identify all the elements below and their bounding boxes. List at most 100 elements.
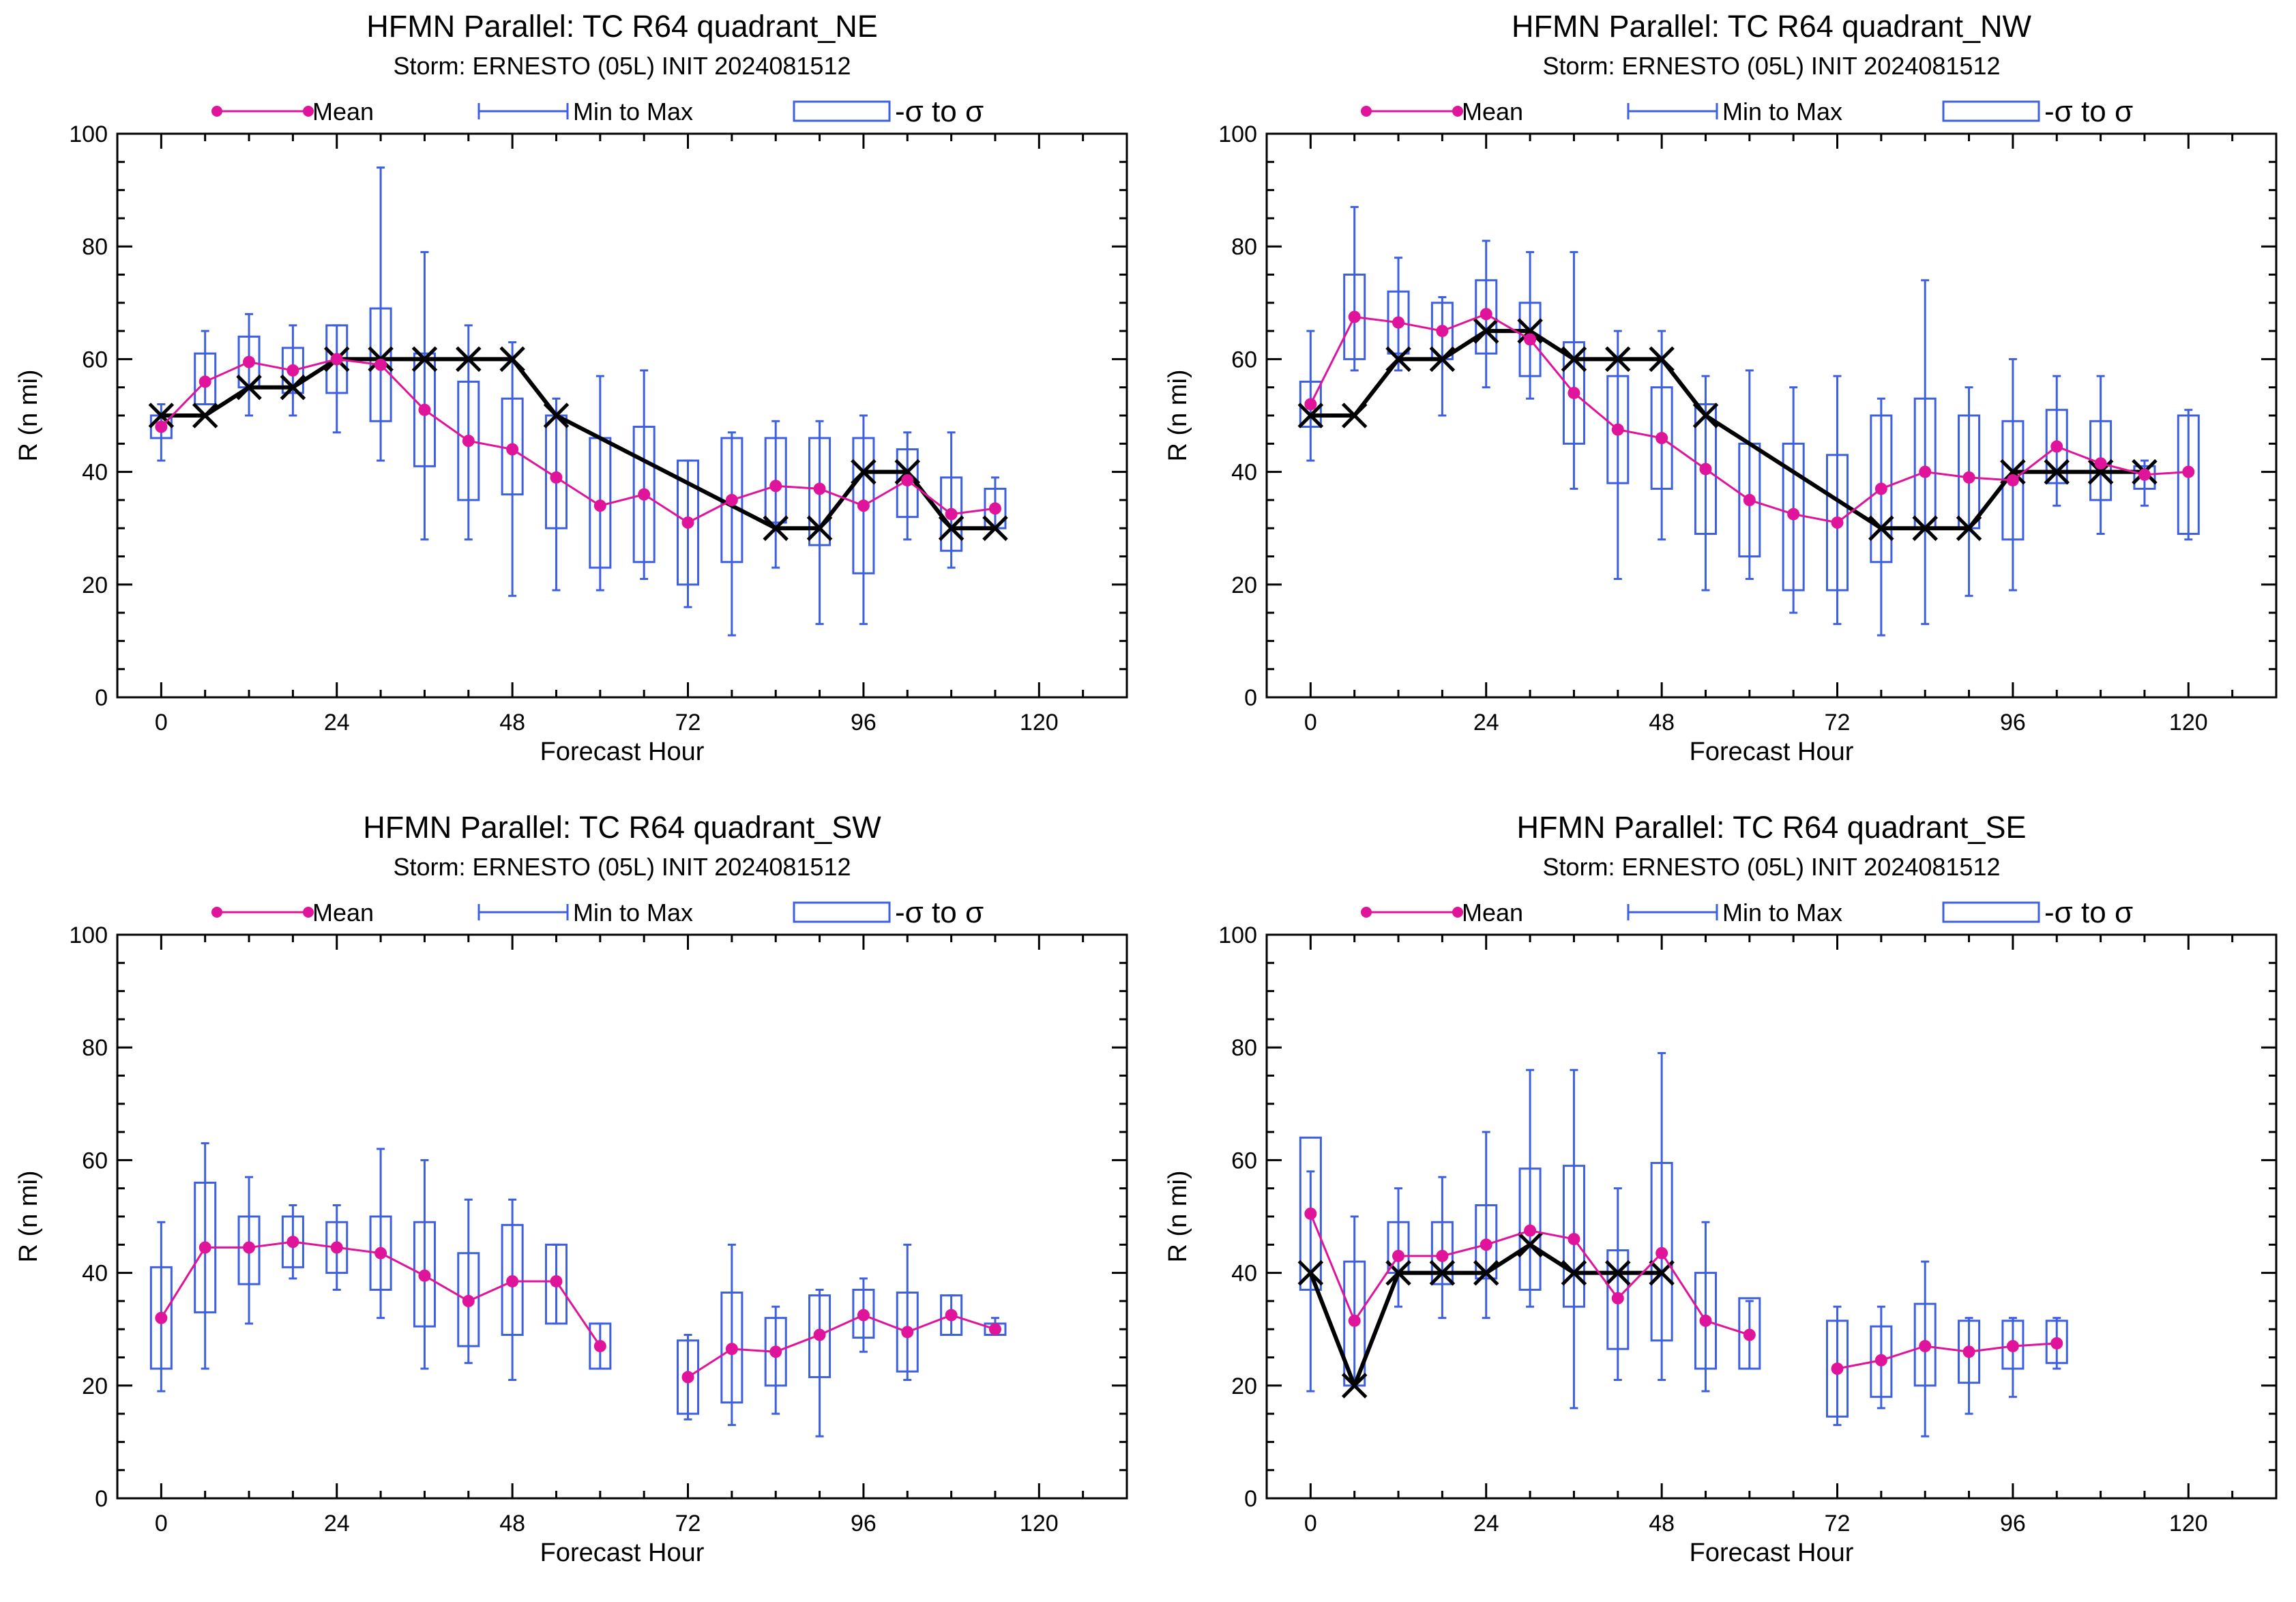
chart-title: HFMN Parallel: TC R64 quadrant_SE — [1517, 810, 2027, 845]
box-whisker — [1650, 1051, 1673, 1382]
box-whisker — [764, 1305, 787, 1415]
chart-title: HFMN Parallel: TC R64 quadrant_NW — [1512, 9, 2031, 44]
mean-point — [593, 499, 606, 512]
mean-point — [1568, 386, 1580, 399]
mean-point — [2182, 465, 2195, 478]
best-track-marker — [894, 458, 921, 485]
mean-point — [1524, 333, 1537, 346]
mean-point — [1524, 1224, 1537, 1237]
mean-point — [550, 1275, 563, 1287]
sigma-box — [1343, 274, 1366, 360]
best-track-marker-stroke — [1692, 403, 1719, 428]
mean-point — [813, 1328, 826, 1341]
best-track-marker-stroke — [1605, 1259, 1631, 1286]
y-tick-label: 80 — [82, 1035, 108, 1061]
mean-point — [374, 1247, 387, 1259]
mean-point — [1655, 1247, 1668, 1259]
box-whisker — [720, 1243, 744, 1427]
sigma-box — [677, 459, 700, 586]
sigma-box — [413, 1221, 436, 1328]
mean-point — [1874, 482, 1887, 495]
box-whisker — [808, 1288, 831, 1438]
best-track-marker — [236, 374, 262, 400]
y-tick-label: 60 — [82, 347, 108, 373]
sigma-box — [852, 437, 875, 574]
mean-point — [2006, 1339, 2019, 1352]
legend-label-mean: Mean — [312, 899, 374, 927]
box-whisker — [940, 431, 963, 569]
best-track-marker-stroke — [1868, 515, 1894, 541]
best-track-marker — [192, 403, 218, 428]
mean-point — [1392, 1249, 1405, 1262]
mean-point — [462, 435, 475, 448]
chart-title: HFMN Parallel: TC R64 quadrant_NE — [366, 9, 877, 44]
box-whisker — [1958, 1317, 1981, 1415]
sigma-box — [544, 1243, 568, 1325]
sigma-box — [281, 347, 304, 394]
box-whisker — [2001, 1317, 2025, 1398]
best-track-marker — [543, 403, 570, 428]
mean-point — [286, 364, 299, 377]
box-whisker — [589, 375, 612, 592]
sigma-box — [237, 1215, 261, 1285]
best-track-marker — [1341, 1373, 1368, 1399]
best-track-marker-stroke — [1473, 318, 1499, 344]
box-whisker — [2133, 459, 2156, 507]
mean-point — [1962, 1345, 1975, 1358]
legend-mean-marker — [1452, 106, 1463, 117]
mean-point — [506, 1275, 519, 1287]
mean-line — [687, 1313, 996, 1378]
mean-point — [1699, 1314, 1712, 1327]
legend: Mean Min to Max -σ to σ — [1361, 95, 2133, 128]
mean-point — [1874, 1354, 1887, 1367]
y-axis-label: R (n mi) — [14, 1170, 43, 1262]
y-tick-label: 60 — [82, 1148, 108, 1174]
mean-point — [1392, 316, 1405, 329]
x-tick-label: 24 — [1473, 710, 1499, 736]
best-track-marker — [1517, 318, 1543, 344]
plot-frame — [1265, 933, 2278, 1500]
y-tick-label: 80 — [82, 234, 108, 260]
best-track-marker — [1297, 1259, 1324, 1286]
mean-point — [2094, 457, 2107, 470]
y-tick-label: 60 — [1231, 1148, 1257, 1174]
mean-point — [330, 1241, 343, 1254]
box-whisker — [501, 341, 524, 597]
mean-point — [418, 1269, 431, 1282]
x-tick-label: 24 — [1473, 1511, 1499, 1537]
best-track-marker-stroke — [236, 374, 262, 400]
plot-frame — [116, 132, 1128, 699]
mean-point — [1304, 398, 1317, 411]
sigma-box — [413, 352, 436, 467]
x-tick-label: 120 — [1020, 1511, 1059, 1537]
x-axis-label: Forecast Hour — [1690, 1539, 1854, 1567]
sigma-box — [1606, 375, 1630, 484]
sigma-box — [1518, 1167, 1542, 1291]
mean-point — [1611, 423, 1624, 436]
x-tick-label: 0 — [155, 710, 168, 736]
y-tick-label: 100 — [69, 922, 108, 948]
y-tick-label: 40 — [1231, 1261, 1257, 1287]
best-track-marker-stroke — [894, 458, 921, 485]
sigma-box — [1826, 454, 1849, 592]
best-track-marker — [1956, 515, 1982, 541]
best-track-marker — [1561, 1259, 1587, 1286]
box-whisker — [501, 1198, 524, 1382]
mean-line — [1837, 1342, 2057, 1370]
box-whisker — [194, 330, 217, 405]
best-track-line — [1310, 329, 2145, 531]
mean-point — [2050, 1337, 2063, 1350]
box-whisker — [1387, 257, 1410, 372]
mean-point — [155, 1311, 168, 1324]
mean-point — [1962, 471, 1975, 484]
sigma-box — [1694, 1272, 1717, 1370]
box-whisker — [194, 1142, 217, 1370]
legend-label-minmax: Min to Max — [573, 98, 693, 126]
mean-point — [1348, 310, 1361, 323]
best-track-marker-stroke — [1429, 1259, 1456, 1286]
x-tick-label: 0 — [1304, 710, 1317, 736]
best-track-marker — [1649, 346, 1675, 373]
x-tick-label: 48 — [1649, 710, 1675, 736]
y-tick-label: 20 — [1231, 1373, 1257, 1399]
box-whisker — [1913, 279, 1937, 626]
